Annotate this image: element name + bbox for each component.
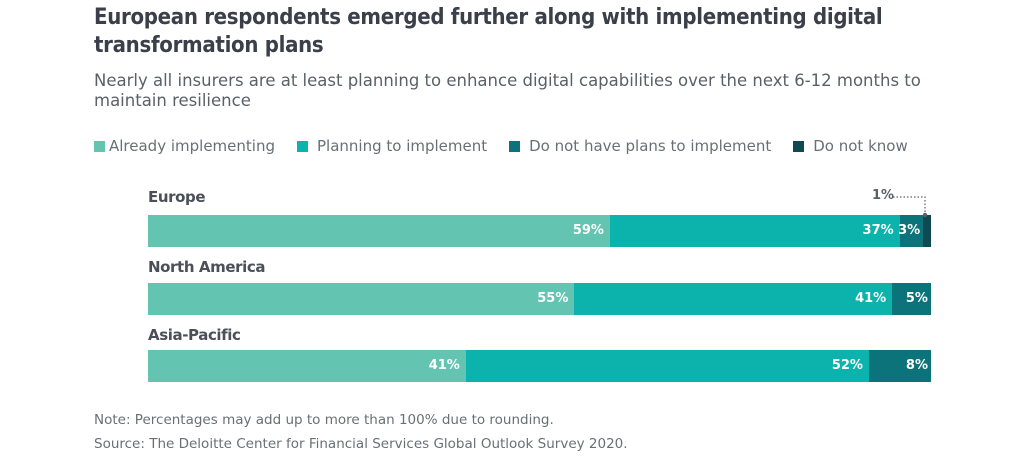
footnote: Note: Percentages may add up to more tha… [94,412,554,428]
data-label: 55% [537,291,569,306]
data-label: 41% [855,291,887,306]
bar-north-america: 55% 41% 5% [148,283,931,315]
category-label-europe: Europe [148,188,206,206]
legend-swatch-planning [296,140,308,152]
chart-title: European respondents emerged further alo… [94,5,883,58]
legend-label: Already implementing [109,137,275,155]
bar-segment-no-plans: 8% [868,350,931,382]
legend-item-dont-know: Do not know [793,137,908,155]
legend-item-already-implementing: Already implementing [94,137,275,155]
legend-label: Do not know [813,137,908,155]
legend: Already implementing Planning to impleme… [94,137,930,155]
data-label: 8% [905,358,928,373]
bar-segment-already-implementing: 55% [148,283,575,315]
bar-asia-pacific: 41% 52% 8% [148,350,931,382]
data-label: 5% [905,291,928,306]
bar-segment-planning-to-implement: 37% [609,215,900,247]
bar-segment-already-implementing: 59% [148,215,610,247]
callout-leader-line [893,196,928,218]
data-label: 37% [862,223,894,238]
legend-label: Planning to implement [316,137,488,155]
legend-label: Do not have plans to implement [529,137,772,155]
bar-segment-no-plans: 5% [892,283,931,315]
category-label-north-america: North America [148,258,266,276]
data-label: 52% [831,358,863,373]
callout-label-dont-know-europe: 1% [872,188,895,203]
bar-segment-do-not-know [923,215,931,247]
legend-item-no-plans: Do not have plans to implement [509,137,771,155]
legend-item-planning: Planning to implement [296,137,488,155]
data-label: 59% [572,223,604,238]
chart-subtitle: Nearly all insurers are at least plannin… [94,71,921,110]
source-note: Source: The Deloitte Center for Financia… [94,436,628,452]
bar-segment-already-implementing: 41% [148,350,466,382]
data-label: 41% [428,358,460,373]
bar-segment-planning-to-implement: 52% [465,350,869,382]
data-label: 3% [898,223,921,238]
bar-segment-planning-to-implement: 41% [574,283,893,315]
legend-swatch-no-plans [509,140,521,152]
category-label-asia-pacific: Asia-Pacific [148,326,241,344]
bar-segment-no-plans: 3% [898,215,924,247]
legend-swatch-already [94,140,105,152]
callout-dot [922,212,928,218]
bar-europe: 59% 37% 3% [148,215,931,247]
legend-swatch-dont-know [793,140,805,152]
